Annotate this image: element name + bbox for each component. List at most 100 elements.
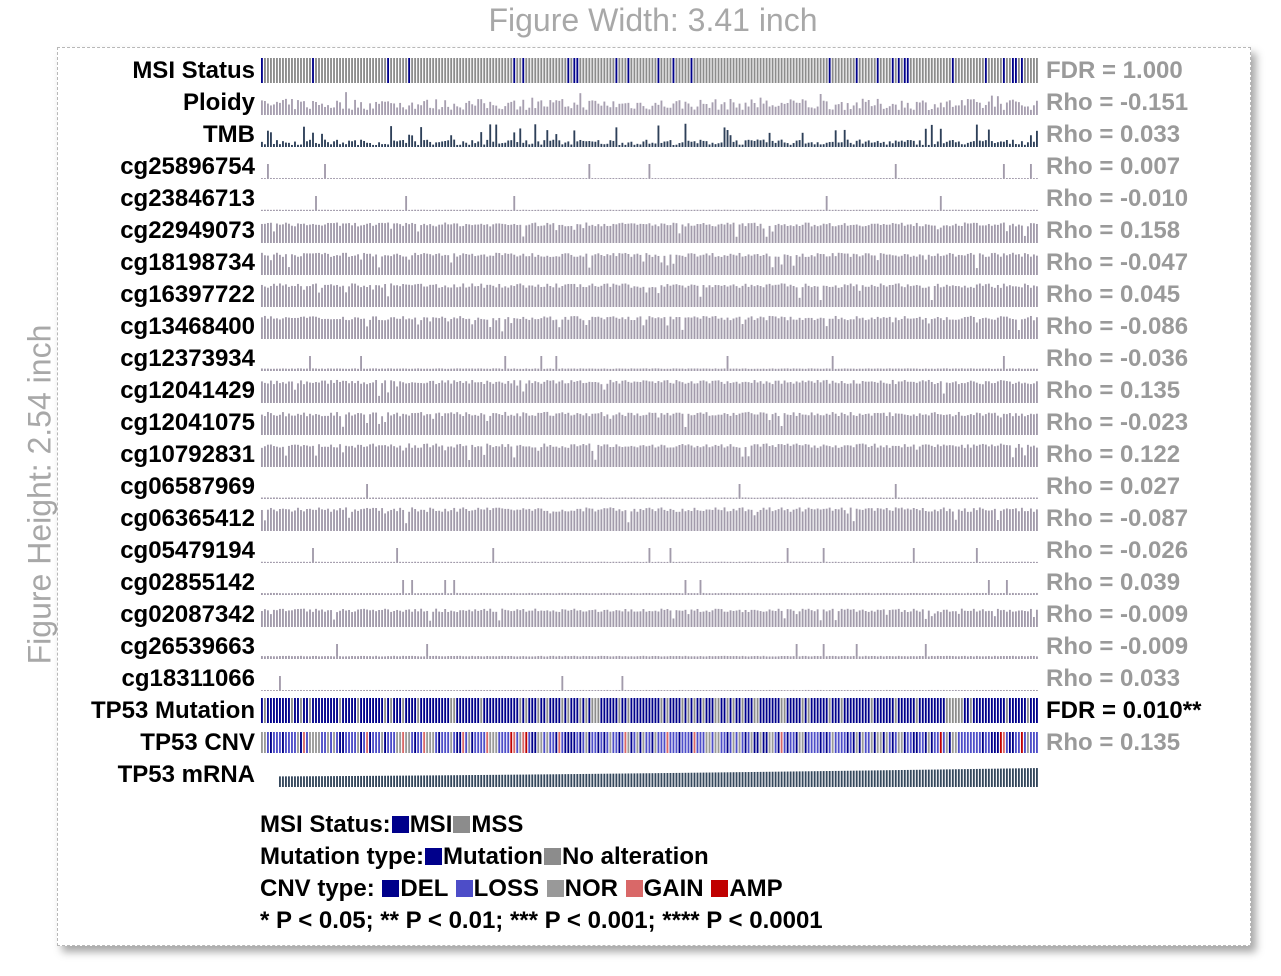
cell-cg12041429-188 bbox=[825, 379, 828, 403]
cell-cg22949073-50 bbox=[411, 222, 414, 243]
cell-ploidy-241 bbox=[984, 105, 987, 115]
cell-cg06587969-151 bbox=[714, 497, 717, 499]
cell-cg02087342-26 bbox=[339, 610, 341, 627]
cell-tmb-214 bbox=[903, 141, 906, 147]
cell-cg13468400-102 bbox=[567, 319, 570, 339]
cell-cg23846713-79 bbox=[498, 209, 501, 211]
cell-cg06587969-25 bbox=[336, 497, 338, 499]
cell-cg23846713-54 bbox=[423, 209, 426, 211]
cell-cg22949073-135 bbox=[666, 225, 669, 243]
cell-cg23846713-231 bbox=[954, 209, 957, 211]
cell-cg13468400-38 bbox=[375, 316, 378, 339]
cell-cg16397722-131 bbox=[654, 287, 657, 307]
cell-cg12041429-87 bbox=[522, 391, 525, 403]
cell-msi-status-176 bbox=[789, 58, 792, 83]
cell-cg25896754-222 bbox=[927, 178, 930, 179]
cell-cg12373934-193 bbox=[840, 368, 843, 371]
cell-cg25896754-51 bbox=[414, 178, 417, 179]
cell-msi-status-252 bbox=[1017, 58, 1020, 83]
cell-tmb-40 bbox=[381, 144, 384, 147]
cell-tmb-177 bbox=[792, 143, 795, 147]
cell-cg06587969-71 bbox=[474, 497, 477, 499]
cell-cg18198734-170 bbox=[771, 267, 774, 275]
cell-cg23846713-89 bbox=[528, 209, 531, 211]
cell-cg12041075-150 bbox=[711, 415, 714, 435]
cell-cg13468400-41 bbox=[384, 320, 387, 339]
cell-cg18311066-19 bbox=[318, 689, 320, 691]
cell-cg18311066-4 bbox=[273, 690, 275, 691]
cell-cg18198734-161 bbox=[744, 256, 747, 275]
cell-cg02855142-63 bbox=[450, 593, 453, 595]
cell-cg26539663-209 bbox=[888, 656, 891, 659]
cell-cg12373934-161 bbox=[744, 368, 747, 371]
cell-cg06587969-98 bbox=[555, 497, 558, 499]
cell-cg02855142-90 bbox=[531, 592, 534, 595]
cell-cg22949073-254 bbox=[1023, 235, 1026, 243]
cell-msi-status-137 bbox=[672, 58, 675, 83]
cell-cg12373934-197 bbox=[852, 368, 855, 371]
cell-cg06587969-116 bbox=[609, 497, 612, 499]
cell-cg12041075-176 bbox=[789, 415, 792, 435]
cell-cg06587969-144 bbox=[693, 497, 696, 499]
cell-cg06365412-144 bbox=[693, 507, 696, 531]
cell-cg25896754-15 bbox=[306, 178, 308, 179]
cell-cg02855142-141 bbox=[684, 580, 687, 595]
cell-cg26539663-185 bbox=[816, 656, 819, 659]
cell-cg22949073-39 bbox=[378, 222, 381, 243]
cell-cg25896754-182 bbox=[807, 177, 810, 179]
cell-cg10792831-129 bbox=[648, 445, 651, 467]
cell-cg12373934-53 bbox=[420, 368, 423, 371]
cell-cg06587969-183 bbox=[810, 497, 813, 499]
cell-cg25896754-138 bbox=[675, 178, 678, 179]
cell-cg23846713-98 bbox=[555, 209, 558, 211]
cell-cg02087342-217 bbox=[912, 608, 915, 627]
cell-cg02855142-232 bbox=[957, 593, 960, 595]
cell-cg12373934-229 bbox=[948, 368, 951, 371]
cell-cg02087342-69 bbox=[468, 609, 471, 627]
cell-cg06365412-92 bbox=[537, 508, 540, 531]
cell-tmb-239 bbox=[978, 140, 981, 147]
cell-cg18198734-42 bbox=[387, 255, 390, 275]
cell-cg02855142-20 bbox=[321, 593, 323, 595]
cell-cg16397722-256 bbox=[1029, 287, 1032, 307]
cell-ploidy-46 bbox=[399, 102, 402, 115]
cell-cg06587969-244 bbox=[993, 497, 996, 499]
cell-cg16397722-151 bbox=[714, 284, 717, 307]
cell-cg02855142-83 bbox=[510, 593, 513, 595]
cell-cg12373934-190 bbox=[831, 356, 834, 371]
cell-cg06587969-91 bbox=[534, 497, 537, 499]
cell-cg18198734-256 bbox=[1029, 256, 1032, 275]
cell-cg18198734-224 bbox=[933, 255, 936, 275]
cell-cg13468400-258 bbox=[1036, 317, 1038, 339]
cell-cg05479194-194 bbox=[843, 561, 846, 563]
cell-cg02087342-106 bbox=[579, 610, 582, 627]
cell-cg22949073-56 bbox=[429, 224, 432, 243]
cell-cg02087342-151 bbox=[714, 608, 717, 627]
cell-cg06365412-222 bbox=[927, 511, 930, 531]
cell-cg05479194-60 bbox=[441, 561, 444, 563]
cell-cg05479194-76 bbox=[489, 561, 492, 563]
cell-cg13468400-19 bbox=[318, 317, 320, 339]
cell-cg16397722-191 bbox=[834, 285, 837, 307]
cell-cg12041075-130 bbox=[651, 412, 654, 435]
cell-tmb-201 bbox=[864, 141, 867, 147]
cell-cg06587969-55 bbox=[426, 497, 429, 499]
cell-cg12373934-179 bbox=[798, 368, 801, 371]
cell-cg13468400-115 bbox=[606, 317, 609, 339]
cell-cg06587969-166 bbox=[759, 497, 762, 499]
cell-cg06587969-240 bbox=[981, 497, 984, 499]
cell-cg16397722-212 bbox=[897, 283, 900, 307]
cell-tmb-147 bbox=[702, 140, 705, 147]
cell-cg18198734-49 bbox=[408, 259, 411, 275]
cell-cg18198734-212 bbox=[897, 256, 900, 275]
cell-cg10792831-114 bbox=[603, 444, 606, 467]
cell-msi-status-209 bbox=[888, 58, 891, 83]
cell-cg25896754-141 bbox=[684, 178, 687, 179]
cell-cg02087342-23 bbox=[330, 610, 332, 627]
cell-cg05479194-228 bbox=[945, 561, 948, 563]
cell-cg02855142-171 bbox=[774, 593, 777, 595]
cell-cg25896754-153 bbox=[720, 178, 723, 179]
cell-cg12373934-55 bbox=[426, 368, 429, 371]
cell-cg12041075-53 bbox=[420, 412, 423, 435]
cell-cg06587969-53 bbox=[420, 497, 423, 499]
